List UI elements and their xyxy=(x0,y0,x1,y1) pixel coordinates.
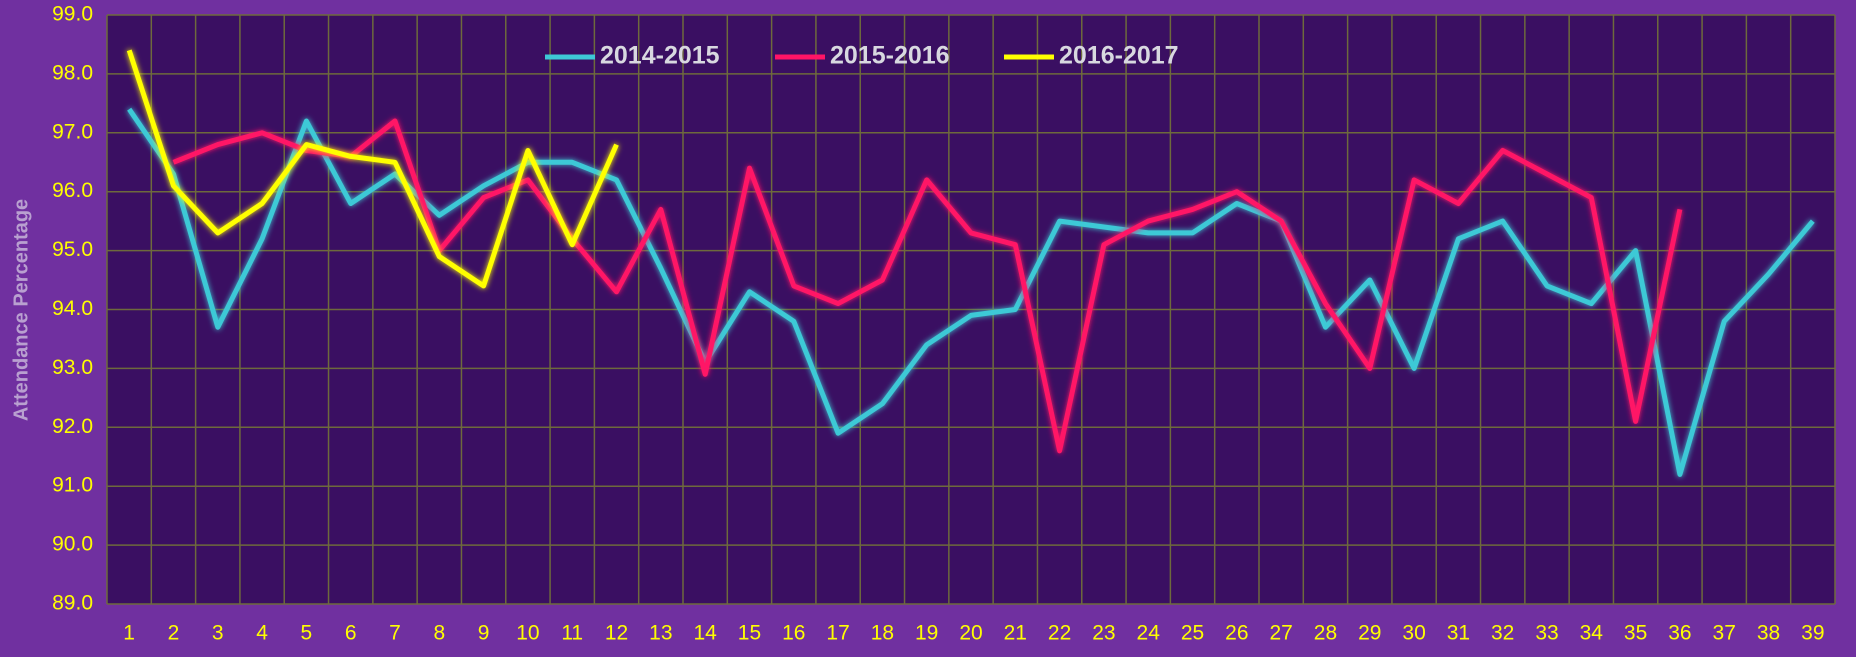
x-tick-label: 15 xyxy=(738,622,761,645)
x-tick-label: 14 xyxy=(693,622,717,645)
x-tick-label: 13 xyxy=(649,622,672,645)
y-tick-label: 98.0 xyxy=(52,61,93,84)
x-tick-label: 19 xyxy=(915,622,938,645)
x-tick-label: 23 xyxy=(1092,622,1115,645)
x-tick-label: 5 xyxy=(301,622,313,645)
y-tick-label: 90.0 xyxy=(52,533,93,556)
x-tick-label: 11 xyxy=(561,622,583,645)
x-tick-label: 31 xyxy=(1447,622,1470,645)
x-tick-label: 30 xyxy=(1402,622,1425,645)
x-tick-label: 33 xyxy=(1535,622,1558,645)
x-tick-label: 26 xyxy=(1225,622,1248,645)
x-tick-label: 6 xyxy=(345,622,357,645)
series-line xyxy=(172,118,1683,454)
x-tick-label: 25 xyxy=(1181,622,1204,645)
series-line xyxy=(127,107,1815,477)
x-tick-label: 34 xyxy=(1580,622,1604,645)
x-tick-label: 16 xyxy=(782,622,805,645)
x-tick-label: 39 xyxy=(1801,622,1824,645)
x-tick-label: 22 xyxy=(1048,622,1071,645)
legend-label: 2014-2015 xyxy=(600,42,720,70)
x-tick-label: 9 xyxy=(478,622,490,645)
x-tick-label: 27 xyxy=(1269,622,1292,645)
x-tick-label: 20 xyxy=(959,622,982,645)
x-tick-label: 2 xyxy=(168,622,180,645)
y-tick-label: 99.0 xyxy=(52,3,93,26)
x-tick-label: 7 xyxy=(389,622,401,645)
x-tick-label: 8 xyxy=(433,622,445,645)
x-tick-label: 36 xyxy=(1668,622,1691,645)
series-line xyxy=(126,49,619,289)
x-tick-label: 37 xyxy=(1713,622,1736,645)
x-tick-label: 18 xyxy=(871,622,894,645)
y-tick-label: 95.0 xyxy=(52,238,93,261)
legend-label: 2016-2017 xyxy=(1059,42,1179,70)
x-tick-label: 12 xyxy=(605,622,628,645)
x-tick-label: 28 xyxy=(1314,622,1337,645)
x-tick-label: 10 xyxy=(516,622,539,645)
x-tick-label: 4 xyxy=(256,622,268,645)
x-tick-label: 38 xyxy=(1757,622,1780,645)
y-axis-title: Attendance Percentage xyxy=(10,199,32,421)
y-tick-label: 89.0 xyxy=(52,592,93,615)
x-tick-label: 3 xyxy=(212,622,224,645)
legend-label: 2015-2016 xyxy=(830,42,950,70)
y-tick-label: 96.0 xyxy=(52,179,93,202)
x-tick-label: 29 xyxy=(1358,622,1381,645)
x-tick-label: 1 xyxy=(123,622,135,645)
y-tick-label: 91.0 xyxy=(52,474,93,497)
y-tick-label: 92.0 xyxy=(52,415,93,438)
y-tick-label: 93.0 xyxy=(52,356,93,379)
x-tick-label: 17 xyxy=(826,622,849,645)
x-tick-label: 21 xyxy=(1004,622,1027,645)
x-tick-label: 32 xyxy=(1491,622,1514,645)
y-tick-label: 94.0 xyxy=(52,297,93,320)
x-tick-label: 24 xyxy=(1137,622,1161,645)
x-tick-label: 35 xyxy=(1624,622,1647,645)
y-tick-label: 97.0 xyxy=(52,120,93,143)
